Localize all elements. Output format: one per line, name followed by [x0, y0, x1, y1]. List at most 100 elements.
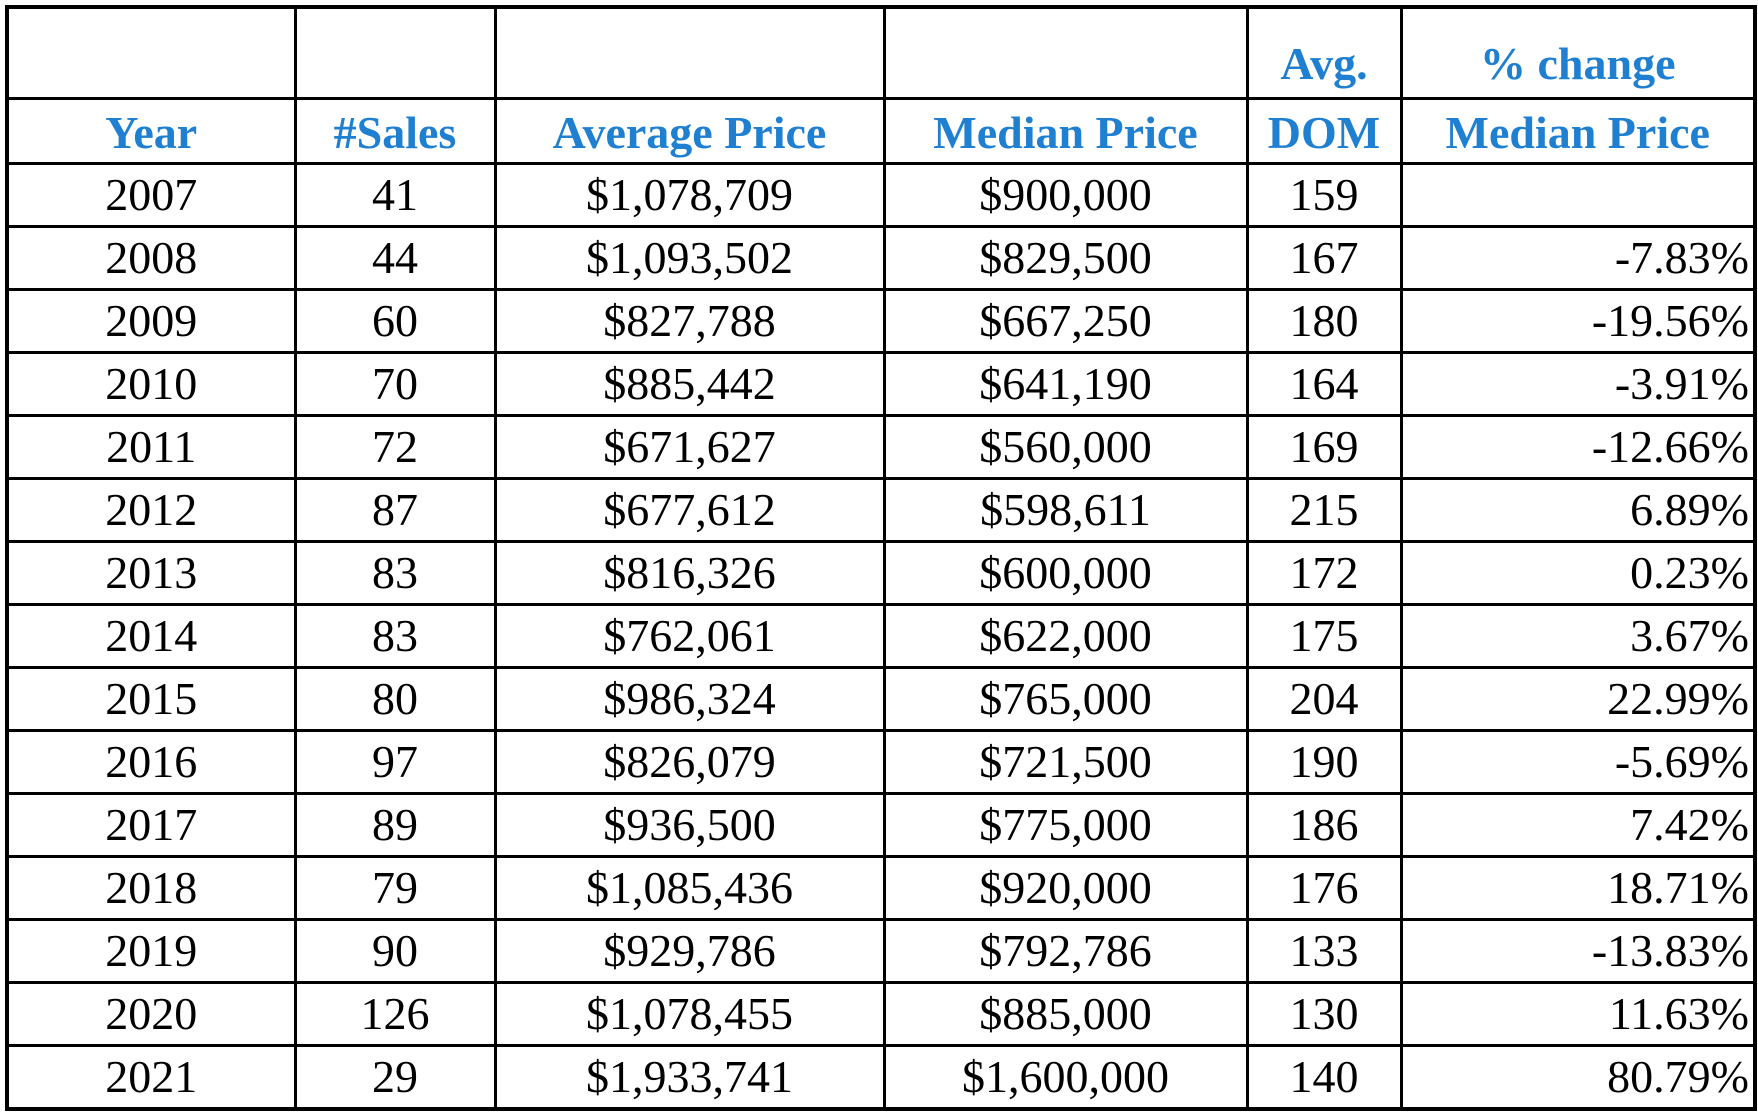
cell-avg-dom: 190 — [1245, 729, 1403, 795]
header-row-bottom: Year #Sales Average Price Median Price D… — [5, 97, 1757, 165]
cell-year: 2014 — [5, 603, 297, 669]
cell-year: 2007 — [5, 162, 297, 228]
cell-avg-dom: 172 — [1245, 540, 1403, 606]
cell-pct-change: 18.71% — [1399, 855, 1757, 921]
table-row: 2015 80 $986,324 $765,000 204 22.99% — [5, 666, 1757, 732]
cell-median-price: $1,600,000 — [882, 1044, 1249, 1111]
cell-sales: 83 — [293, 540, 497, 606]
cell-sales: 80 — [293, 666, 497, 732]
table-row: 2021 29 $1,933,741 $1,600,000 140 80.79% — [5, 1044, 1757, 1111]
cell-median-price: $775,000 — [882, 792, 1249, 858]
cell-median-price: $600,000 — [882, 540, 1249, 606]
cell-sales: 83 — [293, 603, 497, 669]
cell-pct-change: 22.99% — [1399, 666, 1757, 732]
cell-pct-change: -19.56% — [1399, 288, 1757, 354]
cell-avg-dom: 130 — [1245, 981, 1403, 1047]
cell-pct-change: -5.69% — [1399, 729, 1757, 795]
cell-year: 2009 — [5, 288, 297, 354]
cell-median-price: $900,000 — [882, 162, 1249, 228]
cell-average-price: $826,079 — [493, 729, 886, 795]
cell-year: 2020 — [5, 981, 297, 1047]
cell-pct-change: -7.83% — [1399, 225, 1757, 291]
table-row: 2017 89 $936,500 $775,000 186 7.42% — [5, 792, 1757, 858]
header-sales-top — [293, 5, 497, 100]
header-year: Year — [5, 97, 297, 165]
header-average-price: Average Price — [493, 97, 886, 165]
header-median-price: Median Price — [882, 97, 1249, 165]
cell-year: 2019 — [5, 918, 297, 984]
cell-sales: 126 — [293, 981, 497, 1047]
cell-sales: 60 — [293, 288, 497, 354]
table-row: 2020 126 $1,078,455 $885,000 130 11.63% — [5, 981, 1757, 1047]
cell-avg-dom: 175 — [1245, 603, 1403, 669]
cell-year: 2012 — [5, 477, 297, 543]
header-sales: #Sales — [293, 97, 497, 165]
cell-pct-change: -12.66% — [1399, 414, 1757, 480]
cell-median-price: $667,250 — [882, 288, 1249, 354]
cell-year: 2018 — [5, 855, 297, 921]
cell-avg-dom: 186 — [1245, 792, 1403, 858]
cell-sales: 72 — [293, 414, 497, 480]
cell-average-price: $1,933,741 — [493, 1044, 886, 1111]
cell-sales: 89 — [293, 792, 497, 858]
cell-avg-dom: 167 — [1245, 225, 1403, 291]
table-row: 2016 97 $826,079 $721,500 190 -5.69% — [5, 729, 1757, 795]
header-median-price-top — [882, 5, 1249, 100]
header-dom-top: Avg. — [1245, 5, 1403, 100]
table-row: 2008 44 $1,093,502 $829,500 167 -7.83% — [5, 225, 1757, 291]
table-row: 2018 79 $1,085,436 $920,000 176 18.71% — [5, 855, 1757, 921]
cell-median-price: $641,190 — [882, 351, 1249, 417]
header-avg-price-top — [493, 5, 886, 100]
cell-median-price: $792,786 — [882, 918, 1249, 984]
cell-avg-dom: 215 — [1245, 477, 1403, 543]
cell-year: 2008 — [5, 225, 297, 291]
cell-average-price: $762,061 — [493, 603, 886, 669]
cell-median-price: $765,000 — [882, 666, 1249, 732]
cell-average-price: $1,078,455 — [493, 981, 886, 1047]
cell-year: 2010 — [5, 351, 297, 417]
cell-year: 2011 — [5, 414, 297, 480]
cell-sales: 44 — [293, 225, 497, 291]
cell-sales: 90 — [293, 918, 497, 984]
header-year-top — [5, 5, 297, 100]
cell-sales: 70 — [293, 351, 497, 417]
header-pct-change-median-price: Median Price — [1399, 97, 1757, 165]
table-row: 2010 70 $885,442 $641,190 164 -3.91% — [5, 351, 1757, 417]
cell-average-price: $1,078,709 — [493, 162, 886, 228]
header-pct-change-top: % change — [1399, 5, 1757, 100]
cell-median-price: $920,000 — [882, 855, 1249, 921]
table-row: 2009 60 $827,788 $667,250 180 -19.56% — [5, 288, 1757, 354]
cell-pct-change: 3.67% — [1399, 603, 1757, 669]
cell-average-price: $986,324 — [493, 666, 886, 732]
cell-year: 2013 — [5, 540, 297, 606]
cell-sales: 87 — [293, 477, 497, 543]
cell-avg-dom: 159 — [1245, 162, 1403, 228]
cell-avg-dom: 133 — [1245, 918, 1403, 984]
cell-average-price: $827,788 — [493, 288, 886, 354]
table-row: 2007 41 $1,078,709 $900,000 159 — [5, 162, 1757, 228]
cell-average-price: $671,627 — [493, 414, 886, 480]
cell-year: 2016 — [5, 729, 297, 795]
cell-median-price: $721,500 — [882, 729, 1249, 795]
cell-pct-change: -13.83% — [1399, 918, 1757, 984]
cell-pct-change: 6.89% — [1399, 477, 1757, 543]
cell-average-price: $1,085,436 — [493, 855, 886, 921]
cell-average-price: $936,500 — [493, 792, 886, 858]
cell-avg-dom: 180 — [1245, 288, 1403, 354]
cell-pct-change — [1399, 162, 1757, 228]
cell-average-price: $1,093,502 — [493, 225, 886, 291]
cell-median-price: $885,000 — [882, 981, 1249, 1047]
cell-average-price: $929,786 — [493, 918, 886, 984]
table-row: 2011 72 $671,627 $560,000 169 -12.66% — [5, 414, 1757, 480]
table-row: 2013 83 $816,326 $600,000 172 0.23% — [5, 540, 1757, 606]
cell-median-price: $560,000 — [882, 414, 1249, 480]
cell-pct-change: -3.91% — [1399, 351, 1757, 417]
cell-average-price: $816,326 — [493, 540, 886, 606]
header-dom: DOM — [1245, 97, 1403, 165]
cell-year: 2017 — [5, 792, 297, 858]
cell-sales: 79 — [293, 855, 497, 921]
cell-median-price: $598,611 — [882, 477, 1249, 543]
cell-sales: 41 — [293, 162, 497, 228]
table-row: 2014 83 $762,061 $622,000 175 3.67% — [5, 603, 1757, 669]
